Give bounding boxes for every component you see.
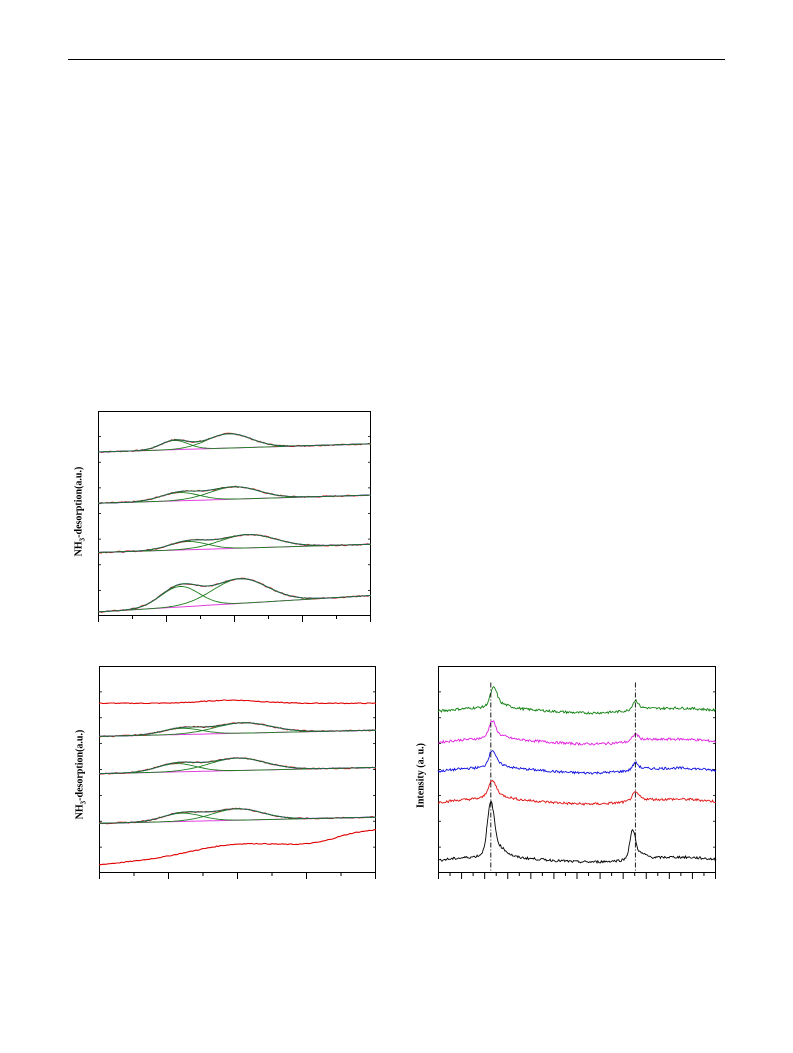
- tpd-top-ylabel: NH3-desorption(a.u.): [73, 466, 87, 557]
- tpd-component-peak: [98, 534, 372, 553]
- xrd-pattern-curve: [437, 686, 717, 715]
- xrd-pattern-curve: [437, 800, 717, 865]
- tpd-chart-bottom-plot: [98, 666, 377, 879]
- tpd-chart-top: [97, 411, 372, 622]
- tpd-experimental-curve: [98, 829, 376, 866]
- xrd-pattern-curve: [437, 720, 717, 746]
- plot-frame: [98, 411, 371, 616]
- plot-frame: [99, 666, 376, 873]
- tpd-fit-overlay: [97, 578, 372, 613]
- tpd-chart-top-plot: [97, 411, 372, 622]
- xrd-ylabel: Intensity (a. u.): [415, 743, 427, 809]
- tpd-fit-overlay: [97, 486, 372, 504]
- tpd-bottom-ylabel: NH3-desorption(a.u.): [74, 729, 88, 820]
- tpd-experimental-curve: [97, 432, 372, 453]
- xrd-chart: [437, 666, 717, 879]
- tpd-fit-overlay: [98, 808, 377, 824]
- tpd-component-peak: [97, 433, 372, 453]
- tpd-fit-overlay: [99, 757, 377, 774]
- tpd-experimental-curve: [97, 533, 372, 554]
- tpd-fit-envelope: [97, 433, 372, 453]
- tpd-chart-bottom: [98, 666, 377, 879]
- xrd-chart-plot: [437, 666, 717, 879]
- tpd-experimental-curve: [98, 699, 377, 705]
- tpd-fit-envelope: [97, 578, 372, 613]
- tpd-fit-overlay: [98, 722, 376, 737]
- tpd-fit-overlay: [97, 433, 372, 453]
- tpd-fit-envelope: [98, 534, 372, 553]
- tpd-fit-overlay: [97, 534, 372, 553]
- xrd-pattern-curve: [437, 779, 716, 807]
- xrd-pattern-curve: [437, 750, 717, 775]
- header-rule: [68, 59, 725, 60]
- tpd-fit-envelope: [98, 486, 372, 504]
- plot-frame: [438, 666, 716, 873]
- tpd-fit-envelope: [98, 722, 376, 737]
